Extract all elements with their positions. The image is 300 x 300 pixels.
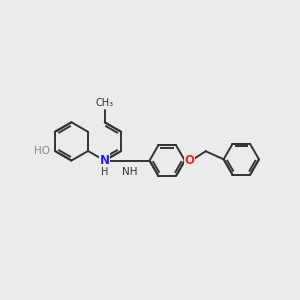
Text: HO: HO	[34, 146, 50, 156]
Text: O: O	[184, 154, 194, 167]
Text: N: N	[100, 154, 110, 167]
Text: NH: NH	[122, 167, 137, 177]
Text: CH₃: CH₃	[96, 98, 114, 108]
Text: H: H	[101, 167, 108, 177]
